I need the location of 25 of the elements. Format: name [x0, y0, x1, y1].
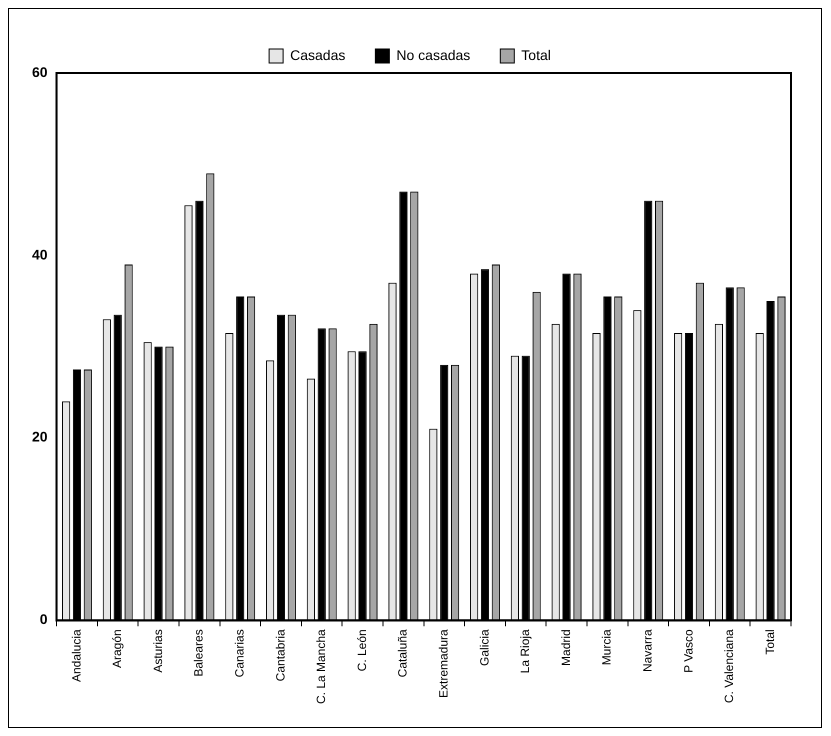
x-tick-label: Total	[762, 629, 777, 655]
legend-label: Total	[521, 46, 551, 63]
x-tick-label: Navarra	[640, 628, 655, 672]
x-tick-label: Extremadura	[436, 628, 450, 698]
legend-label: No casadas	[396, 46, 470, 63]
x-tick-label: P Vasco	[681, 628, 696, 673]
y-tick-label: 60	[32, 64, 48, 80]
x-tick-label: La Rioja	[518, 628, 532, 674]
x-tick-label: Galicia	[477, 628, 492, 666]
x-tick-label: Andalucia	[69, 628, 84, 682]
legend-label: Casadas	[290, 46, 346, 63]
x-tick-label: C. León	[354, 629, 369, 672]
x-tick-label: C. Valenciana	[722, 628, 736, 704]
x-tick-label: Cataluña	[396, 628, 410, 678]
x-tick-label: Baleares	[192, 629, 206, 677]
x-tick-label: Cantabria	[273, 628, 288, 682]
x-tick-label: C. La Mancha	[314, 628, 328, 704]
x-tick-label: Aragón	[110, 629, 124, 668]
x-tick-label: Murcia	[600, 628, 614, 666]
y-tick-label: 40	[32, 246, 48, 262]
x-tick-label: Asturias	[150, 629, 165, 673]
y-tick-label: 20	[32, 428, 48, 445]
x-tick-label: Canarias	[232, 629, 246, 678]
x-tick-label: Madrid	[558, 629, 573, 666]
y-tick-label: 0	[40, 611, 48, 628]
